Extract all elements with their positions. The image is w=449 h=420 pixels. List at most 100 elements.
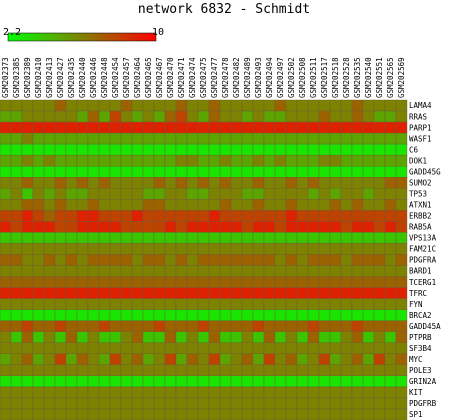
heatmap-cell bbox=[230, 154, 243, 167]
heatmap-cell bbox=[87, 232, 100, 244]
heatmap-cell bbox=[98, 353, 111, 366]
heatmap-cell bbox=[131, 199, 144, 211]
heatmap-cell bbox=[263, 121, 276, 134]
heatmap-cell bbox=[362, 143, 375, 156]
heatmap-cell bbox=[384, 110, 397, 123]
heatmap-cell bbox=[373, 320, 386, 332]
heatmap-cell bbox=[21, 375, 34, 388]
heatmap-cell bbox=[395, 154, 408, 167]
heatmap-cell bbox=[164, 121, 177, 134]
heatmap-cell bbox=[87, 188, 100, 200]
heatmap-cell bbox=[109, 309, 122, 321]
heatmap-cell bbox=[98, 232, 111, 244]
heatmap-cell bbox=[65, 132, 78, 145]
heatmap-cell bbox=[395, 342, 408, 354]
heatmap-cell bbox=[186, 243, 199, 255]
heatmap-cell bbox=[384, 232, 397, 244]
heatmap-cell bbox=[65, 353, 78, 366]
heatmap-cell bbox=[274, 177, 287, 189]
heatmap-cell bbox=[0, 199, 12, 211]
heatmap-cell bbox=[362, 243, 375, 255]
column-label: GSM202457 bbox=[122, 57, 131, 98]
heatmap-cell bbox=[131, 121, 144, 134]
heatmap-cell bbox=[142, 221, 155, 233]
heatmap-cell bbox=[241, 331, 254, 343]
heatmap-cell bbox=[109, 99, 122, 112]
heatmap-cell bbox=[109, 342, 122, 354]
heatmap-cell bbox=[395, 397, 408, 410]
heatmap-cell bbox=[340, 132, 353, 145]
row-label: ATXN1 bbox=[409, 201, 432, 210]
heatmap-cell bbox=[186, 188, 199, 200]
heatmap-cell bbox=[142, 254, 155, 266]
heatmap-cell bbox=[43, 320, 56, 332]
column-label: GSM202440 bbox=[78, 57, 87, 98]
heatmap-cell bbox=[340, 188, 353, 200]
heatmap-cell bbox=[285, 309, 298, 321]
heatmap-cell bbox=[329, 254, 342, 266]
heatmap-cell bbox=[131, 232, 144, 244]
heatmap-cell bbox=[263, 143, 276, 156]
heatmap-cell bbox=[43, 276, 56, 288]
heatmap-cell bbox=[65, 276, 78, 288]
heatmap-cell bbox=[54, 309, 67, 321]
heatmap-cell bbox=[395, 265, 408, 277]
heatmap-cell bbox=[142, 243, 155, 255]
heatmap-cell bbox=[43, 386, 56, 399]
heatmap-cell bbox=[120, 397, 133, 410]
heatmap-cell bbox=[252, 221, 265, 233]
heatmap-cell bbox=[197, 298, 210, 310]
heatmap-cell bbox=[208, 342, 221, 354]
column-label: GSM202454 bbox=[111, 57, 120, 98]
heatmap-cell bbox=[153, 320, 166, 332]
heatmap-cell bbox=[142, 287, 155, 299]
scale-min-label: 2.2 bbox=[3, 27, 21, 38]
heatmap-cell bbox=[362, 188, 375, 200]
heatmap-cell bbox=[285, 154, 298, 167]
heatmap-cell bbox=[131, 177, 144, 189]
heatmap-cell bbox=[10, 408, 23, 420]
heatmap-cell bbox=[395, 276, 408, 288]
heatmap-cell bbox=[65, 309, 78, 321]
heatmap-cell bbox=[307, 99, 320, 112]
heatmap-cell bbox=[318, 298, 331, 310]
heatmap-cell bbox=[153, 353, 166, 366]
column-labels: GSM202373 GSM202385 GSM202389 GSM202410 GSM2… bbox=[1, 57, 406, 98]
row-label: ERBB2 bbox=[409, 212, 432, 221]
heatmap-cell bbox=[153, 232, 166, 244]
heatmap-cell bbox=[230, 166, 243, 178]
heatmap-cell bbox=[87, 375, 100, 388]
heatmap-cell bbox=[362, 154, 375, 167]
row-label: RRAS bbox=[409, 112, 428, 121]
heatmap-cell bbox=[164, 143, 177, 156]
heatmap-cell bbox=[120, 243, 133, 255]
heatmap-cell bbox=[252, 375, 265, 388]
row-label: SF3B4 bbox=[409, 344, 432, 353]
heatmap-cell bbox=[307, 331, 320, 343]
heatmap-cell bbox=[87, 298, 100, 310]
heatmap-cell bbox=[164, 166, 177, 178]
heatmap-cell bbox=[186, 408, 199, 420]
column-label: GSM202478 bbox=[221, 57, 230, 98]
heatmap-cell bbox=[263, 188, 276, 200]
heatmap-cell bbox=[175, 309, 188, 321]
heatmap-cell bbox=[208, 199, 221, 211]
heatmap-cell bbox=[21, 309, 34, 321]
heatmap-cell bbox=[109, 364, 122, 377]
heatmap-cell bbox=[351, 177, 364, 189]
heatmap-cell bbox=[65, 342, 78, 354]
heatmap-cell bbox=[285, 254, 298, 266]
heatmap-cell bbox=[219, 110, 232, 123]
heatmap-cell bbox=[230, 199, 243, 211]
heatmap-cell bbox=[241, 199, 254, 211]
heatmap-cell bbox=[175, 386, 188, 399]
heatmap-cell bbox=[241, 188, 254, 200]
heatmap-cell bbox=[65, 143, 78, 156]
heatmap-cell bbox=[109, 132, 122, 145]
heatmap-cell bbox=[285, 121, 298, 134]
heatmap-cell bbox=[76, 353, 89, 366]
heatmap-cell bbox=[307, 232, 320, 244]
heatmap-cell bbox=[274, 243, 287, 255]
heatmap-cell bbox=[340, 386, 353, 399]
heatmap-cell bbox=[65, 408, 78, 420]
